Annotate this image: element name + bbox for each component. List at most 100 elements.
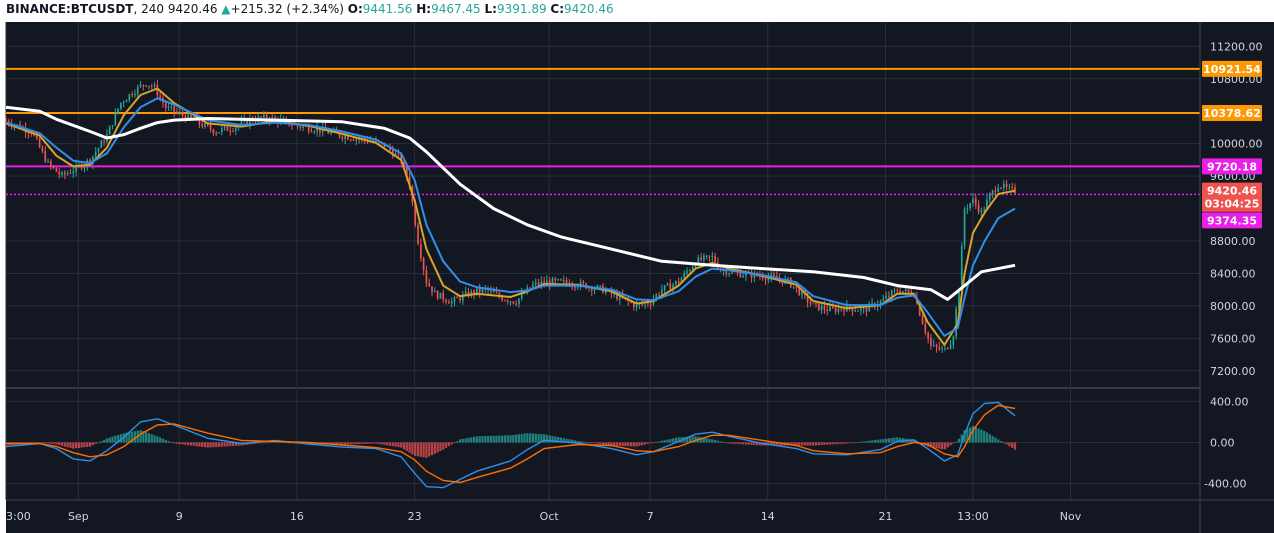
candle-body xyxy=(89,159,91,164)
candle-body xyxy=(546,280,548,284)
candle-body xyxy=(675,281,677,285)
macd-histogram-bar xyxy=(599,442,602,444)
candle-body xyxy=(142,84,145,86)
candle-body xyxy=(1002,183,1005,188)
candle-body xyxy=(888,295,890,297)
macd-histogram-bar xyxy=(820,442,823,446)
macd-histogram-bar xyxy=(430,442,434,456)
macd-histogram-bar xyxy=(568,439,571,443)
macd-histogram-bar xyxy=(307,442,310,444)
candle-body xyxy=(347,135,349,140)
macd-histogram-bar xyxy=(181,442,184,445)
macd-histogram-bar xyxy=(896,437,899,443)
macd-histogram-bar xyxy=(590,442,593,444)
macd-histogram-bar xyxy=(201,442,204,447)
candle-body xyxy=(433,291,436,293)
macd-histogram-bar xyxy=(739,442,742,445)
macd-histogram-bar xyxy=(400,442,403,448)
candle-body xyxy=(890,290,893,297)
macd-histogram-bar xyxy=(571,439,574,443)
macd-histogram-bar xyxy=(635,442,638,447)
macd-histogram-bar xyxy=(985,432,989,443)
candle-body xyxy=(341,136,344,139)
macd-histogram-bar xyxy=(817,442,820,446)
macd-histogram-bar xyxy=(478,436,481,443)
candle-body xyxy=(405,165,408,177)
price-badge xyxy=(1202,195,1262,212)
candle-body xyxy=(938,347,941,350)
macd-histogram-bar xyxy=(823,442,826,445)
candle-body xyxy=(787,278,789,280)
candle-body xyxy=(1005,183,1008,188)
candle-body xyxy=(728,273,730,275)
macd-histogram-bar xyxy=(582,441,585,443)
macd-histogram-bar xyxy=(890,437,893,443)
close-value: 9420.46 xyxy=(564,2,614,16)
candle-body xyxy=(291,124,293,126)
pane-separator xyxy=(6,387,1200,389)
candle-body xyxy=(470,290,473,297)
candle-body xyxy=(307,126,310,132)
candle-body xyxy=(453,297,456,302)
candle-body xyxy=(44,151,47,162)
macd-histogram-bar xyxy=(851,442,854,444)
macd-histogram-bar xyxy=(702,437,706,443)
macd-histogram-bar xyxy=(898,437,902,443)
candle-body xyxy=(198,118,201,125)
candle-body xyxy=(829,306,831,312)
candle-body xyxy=(815,303,817,305)
macd-histogram-bar xyxy=(621,442,624,446)
macd-histogram-bar xyxy=(643,442,647,445)
candle-body xyxy=(753,272,756,278)
candle-body xyxy=(960,245,963,289)
macd-histogram-bar xyxy=(728,442,731,444)
candle-body xyxy=(442,292,445,300)
macd-histogram-bar xyxy=(946,442,949,448)
macd-panel xyxy=(4,401,1017,489)
candle-body xyxy=(689,269,691,272)
symbol-label[interactable]: BINANCE:BTCUSDT xyxy=(6,2,134,16)
candle-body xyxy=(313,131,316,133)
candle-body xyxy=(310,131,313,133)
time-tick-label: 3:00 xyxy=(6,510,31,523)
macd-histogram-bar xyxy=(711,439,714,443)
macd-histogram-bar xyxy=(366,442,369,444)
macd-histogram-bar xyxy=(983,430,986,443)
candle-body xyxy=(375,140,377,142)
candle-body xyxy=(254,120,257,122)
macd-histogram-bar xyxy=(128,432,131,443)
macd-histogram-bar xyxy=(517,434,521,443)
macd-histogram-bar xyxy=(428,442,431,457)
candle-body xyxy=(899,290,901,294)
time-tick-label: Nov xyxy=(1060,510,1082,523)
candle-body xyxy=(540,281,543,286)
macd-histogram-bar xyxy=(374,442,378,444)
interval-label[interactable]: 240 xyxy=(141,2,165,16)
candle-body xyxy=(414,202,417,226)
candle-body xyxy=(16,124,19,126)
candle-body xyxy=(661,289,663,295)
candle-body xyxy=(150,85,153,87)
candle-body xyxy=(997,187,1000,192)
candle-body xyxy=(83,165,86,169)
macd-histogram-bar xyxy=(346,442,350,445)
candle-body xyxy=(498,292,501,297)
candle-body xyxy=(935,344,938,348)
macd-histogram-bar xyxy=(377,442,380,444)
macd-histogram-bar xyxy=(198,442,201,447)
macd-histogram-bar xyxy=(716,440,720,443)
candle-body xyxy=(167,106,170,108)
macd-histogram-bar xyxy=(910,439,913,443)
macd-histogram-bar xyxy=(217,442,221,447)
macd-histogram-bar xyxy=(484,436,487,443)
price-badge-label: 10921.54 xyxy=(1203,63,1261,76)
candle-body xyxy=(977,204,980,213)
macd-histogram-bar xyxy=(960,434,963,443)
macd-histogram-bar xyxy=(72,442,75,449)
candle-body xyxy=(75,164,77,172)
macd-histogram-bar xyxy=(442,442,445,450)
macd-histogram-bar xyxy=(669,439,672,443)
macd-histogram-bar xyxy=(655,441,658,443)
macd-histogram-bar xyxy=(369,442,372,444)
